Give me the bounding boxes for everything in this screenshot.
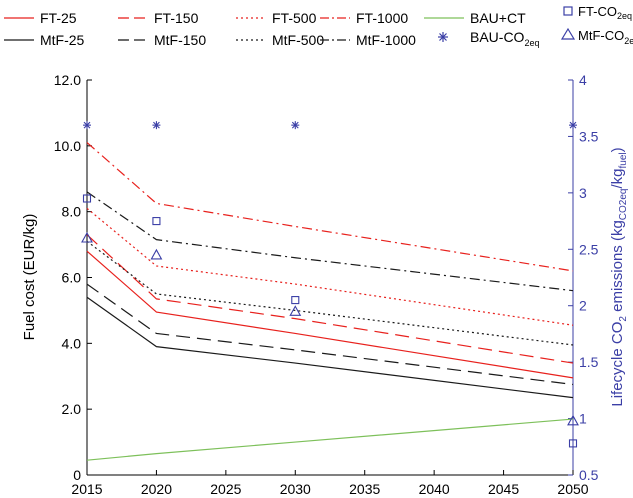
x-tick-label: 2040 <box>419 481 450 497</box>
y-tick-label: 0 <box>73 467 81 483</box>
marker-mtfco2 <box>289 305 302 316</box>
x-tick-label: 2050 <box>557 481 588 497</box>
legend-label-mtfco2: MtF-CO2eq <box>578 28 633 46</box>
marker-mtfco2 <box>81 231 93 243</box>
marker-ftco2 <box>568 439 578 448</box>
series-line-ft500 <box>86 207 574 326</box>
legend-label-mtf500: MtF-500 <box>272 32 324 48</box>
marker-ftco2 <box>152 217 161 226</box>
y2-axis-title: Lifecycle CO2 emissions (kgCO2eq/kgfuel) <box>609 147 629 406</box>
legend-marker-mtfco2 <box>560 27 576 40</box>
marker-ftco2 <box>82 194 92 203</box>
legend-label-ftco2: FT-CO2eq <box>578 4 632 21</box>
y-tick-label: 4.0 <box>62 335 82 351</box>
legend-label-bauco2: BAU-CO2eq <box>470 29 539 48</box>
marker-bauco2 <box>569 121 577 130</box>
x-tick-label: 2015 <box>71 481 102 497</box>
legend-label-ft1000: FT-1000 <box>356 10 408 26</box>
y2-tick-label: 1 <box>579 411 587 427</box>
series-line-ft1000 <box>86 142 574 272</box>
series-line-mtf1000 <box>86 191 574 292</box>
y-tick-label: 2.0 <box>62 401 82 417</box>
series-line-mtf25 <box>86 296 574 399</box>
y-tick-label: 8.0 <box>62 204 82 220</box>
y-tick-label: 12.0 <box>54 72 81 88</box>
series-line-mtf150 <box>86 283 574 386</box>
marker-bauco2 <box>152 121 161 130</box>
legend-label-mtf1000: MtF-1000 <box>356 32 416 48</box>
legend-label-ft25: FT-25 <box>40 10 77 26</box>
series-line-ft25 <box>86 250 574 379</box>
series-line-ft150 <box>86 234 574 364</box>
marker-mtfco2 <box>150 248 163 260</box>
marker-bauco2 <box>291 121 300 130</box>
y2-tick-label: 0.5 <box>579 467 599 483</box>
y2-tick-label: 3.5 <box>579 128 599 144</box>
x-tick-label: 2045 <box>488 481 519 497</box>
legend-label-ft500: FT-500 <box>272 10 317 26</box>
marker-bauco2 <box>83 121 91 130</box>
y2-tick-label: 3 <box>579 185 587 201</box>
y2-tick-label: 1.5 <box>579 354 599 370</box>
marker-mtfco2 <box>567 414 579 426</box>
axes: 2015 2020 2025 2030 2035 2040 2045 2050 0 2.0 4.0 6… <box>54 72 599 497</box>
y2-tick-label: 4 <box>579 72 587 88</box>
legend-marker-bauco2 <box>438 32 448 42</box>
legend-label-mtf150: MtF-150 <box>154 32 206 48</box>
x-tick-label: 2020 <box>141 481 172 497</box>
y-tick-label: 10.0 <box>54 138 81 154</box>
legend-label-mtf25: MtF-25 <box>40 32 85 48</box>
x-tick-label: 2025 <box>210 481 241 497</box>
y-tick-label: 6.0 <box>62 270 82 286</box>
legend-label-ft150: FT-150 <box>154 10 199 26</box>
y2-tick-label: 2.5 <box>579 241 599 257</box>
legend-marker-ftco2 <box>563 6 573 16</box>
legend: FT-25 FT-150 FT-500 FT-1000 BAU+CT FT-CO… <box>4 4 633 48</box>
marker-ftco2 <box>291 296 300 305</box>
co2-markers-layer <box>81 121 579 448</box>
y2-tick-label: 2 <box>579 298 587 314</box>
x-tick-label: 2035 <box>349 481 380 497</box>
series-line-bauct <box>86 418 574 461</box>
y-axis-title: Fuel cost (EUR/kg) <box>21 214 38 341</box>
series-layer <box>86 142 574 461</box>
x-tick-label: 2030 <box>280 481 311 497</box>
series-line-mtf500 <box>86 240 574 346</box>
legend-label-bauct: BAU+CT <box>470 10 526 26</box>
